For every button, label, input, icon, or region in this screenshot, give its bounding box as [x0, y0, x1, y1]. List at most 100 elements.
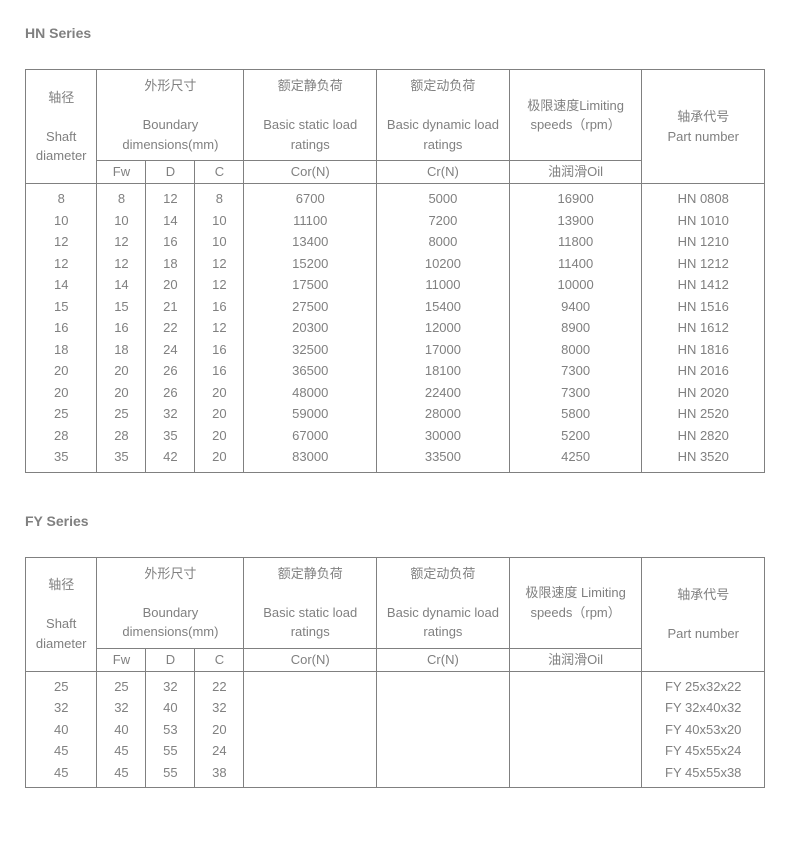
cell-shaft: 12: [26, 253, 97, 275]
cell-d: 32: [146, 671, 195, 697]
cell-part: HN 2020: [642, 382, 765, 404]
cell-shaft: 20: [26, 360, 97, 382]
cell-part: FY 45x55x24: [642, 740, 765, 762]
cell-part: HN 1010: [642, 210, 765, 232]
table-row: 1515211627500154009400HN 1516: [26, 296, 765, 318]
cell-cor: 48000: [244, 382, 377, 404]
fy-th-dyn-en: Basic dynamic load ratings: [387, 605, 499, 640]
cell-oil: 13900: [509, 210, 642, 232]
fy-th-fw: Fw: [97, 648, 146, 671]
cell-shaft: 28: [26, 425, 97, 447]
cell-part: HN 2016: [642, 360, 765, 382]
cell-d: 55: [146, 740, 195, 762]
cell-fw: 15: [97, 296, 146, 318]
cell-part: HN 2520: [642, 403, 765, 425]
cell-fw: 10: [97, 210, 146, 232]
cell-cor: 15200: [244, 253, 377, 275]
fy-th-dyn-unit: Cr(N): [377, 648, 510, 671]
cell-cr: [377, 671, 510, 697]
cell-d: 35: [146, 425, 195, 447]
cell-cor: 13400: [244, 231, 377, 253]
cell-cor: 32500: [244, 339, 377, 361]
cell-cr: 8000: [377, 231, 510, 253]
fy-th-dim-en: Boundary dimensions(mm): [122, 605, 218, 640]
cell-cor: [244, 697, 377, 719]
cell-oil: [509, 671, 642, 697]
table-row: 32324032FY 32x40x32: [26, 697, 765, 719]
table-row: 1616221220300120008900HN 1612: [26, 317, 765, 339]
cell-fw: 45: [97, 740, 146, 762]
table-row: 40405320FY 40x53x20: [26, 719, 765, 741]
cell-cr: 5000: [377, 184, 510, 210]
cell-cor: [244, 719, 377, 741]
hn-tbody: 881286700500016900HN 0808101014101110072…: [26, 184, 765, 473]
cell-cor: 83000: [244, 446, 377, 472]
cell-fw: 8: [97, 184, 146, 210]
hn-th-dyn-unit: Cr(N): [377, 161, 510, 184]
cell-c: 16: [195, 339, 244, 361]
hn-th-part-en: Part number: [667, 129, 739, 144]
cell-c: 22: [195, 671, 244, 697]
cell-part: FY 25x32x22: [642, 671, 765, 697]
table-row: 14142012175001100010000HN 1412: [26, 274, 765, 296]
hn-th-dyn-cn: 额定动负荷: [410, 78, 475, 93]
cell-d: 22: [146, 317, 195, 339]
cell-shaft: 45: [26, 762, 97, 788]
cell-d: 20: [146, 274, 195, 296]
cell-cor: 20300: [244, 317, 377, 339]
cell-oil: [509, 719, 642, 741]
table-row: 1818241632500170008000HN 1816: [26, 339, 765, 361]
cell-shaft: 15: [26, 296, 97, 318]
fy-th-part-en: Part number: [667, 626, 739, 641]
cell-oil: 5200: [509, 425, 642, 447]
cell-cor: [244, 740, 377, 762]
fy-th-part-cn: 轴承代号: [677, 587, 729, 602]
table-row: 45455538FY 45x55x38: [26, 762, 765, 788]
hn-th-oil: 油润滑Oil: [509, 161, 642, 184]
cell-c: 32: [195, 697, 244, 719]
cell-cr: 33500: [377, 446, 510, 472]
cell-part: FY 45x55x38: [642, 762, 765, 788]
cell-part: HN 1516: [642, 296, 765, 318]
cell-d: 24: [146, 339, 195, 361]
cell-cr: 12000: [377, 317, 510, 339]
table-row: 881286700500016900HN 0808: [26, 184, 765, 210]
fy-th-shaft: 轴径 Shaft diameter: [26, 557, 97, 671]
cell-shaft: 45: [26, 740, 97, 762]
table-row: 1212161013400800011800HN 1210: [26, 231, 765, 253]
cell-fw: 16: [97, 317, 146, 339]
cell-c: 20: [195, 382, 244, 404]
fy-th-dim-cn: 外形尺寸: [144, 566, 196, 581]
cell-oil: 11800: [509, 231, 642, 253]
table-row: 3535422083000335004250HN 3520: [26, 446, 765, 472]
hn-th-static-unit: Cor(N): [244, 161, 377, 184]
fy-th-shaft-en: Shaft diameter: [36, 616, 87, 651]
cell-oil: 8000: [509, 339, 642, 361]
cell-cor: [244, 671, 377, 697]
table-row: 25253222FY 25x32x22: [26, 671, 765, 697]
cell-cor: 27500: [244, 296, 377, 318]
cell-fw: 20: [97, 360, 146, 382]
cell-fw: 45: [97, 762, 146, 788]
cell-cr: 28000: [377, 403, 510, 425]
fy-table: 轴径 Shaft diameter 外形尺寸 Boundary dimensio…: [25, 557, 765, 789]
cell-d: 12: [146, 184, 195, 210]
hn-th-static-cn: 额定静负荷: [278, 78, 343, 93]
cell-cor: 6700: [244, 184, 377, 210]
cell-shaft: 40: [26, 719, 97, 741]
hn-th-static-en: Basic static load ratings: [263, 117, 357, 152]
fy-tbody: 25253222FY 25x32x2232324032FY 32x40x3240…: [26, 671, 765, 788]
cell-oil: 8900: [509, 317, 642, 339]
fy-th-dyn: 额定动负荷 Basic dynamic load ratings: [377, 557, 510, 648]
cell-part: HN 0808: [642, 184, 765, 210]
cell-c: 20: [195, 403, 244, 425]
cell-part: HN 1210: [642, 231, 765, 253]
cell-d: 26: [146, 382, 195, 404]
cell-d: 40: [146, 697, 195, 719]
cell-c: 8: [195, 184, 244, 210]
fy-th-static-en: Basic static load ratings: [263, 605, 357, 640]
cell-cr: 18100: [377, 360, 510, 382]
cell-fw: 12: [97, 231, 146, 253]
cell-shaft: 25: [26, 671, 97, 697]
hn-title: HN Series: [25, 25, 765, 41]
